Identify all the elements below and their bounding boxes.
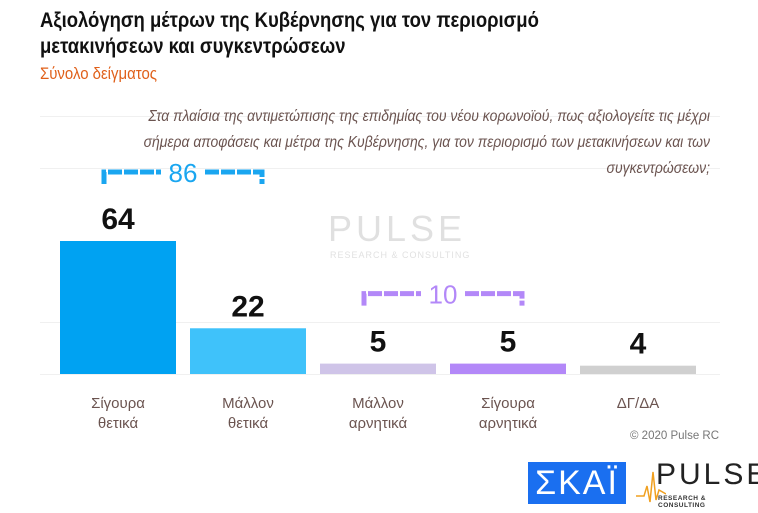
tick-label: Μάλλον (222, 395, 274, 412)
bar (190, 328, 306, 374)
bar (450, 363, 566, 374)
skai-logo: ΣΚΑΪ (528, 462, 626, 504)
data-label: 22 (231, 290, 264, 323)
tick-label: θετικά (228, 415, 269, 432)
group-bracket (361, 291, 421, 306)
gridline (40, 322, 720, 323)
gridline (40, 168, 720, 169)
data-label: 4 (630, 328, 647, 361)
group-bracket (101, 169, 161, 184)
tick-label: Σίγουρα (91, 395, 145, 412)
tick-label: Μάλλον (352, 395, 404, 412)
group-total-label: 10 (429, 280, 458, 310)
chart-title: Αξιολόγηση μέτρων της Κυβέρνησης για τον… (40, 9, 539, 58)
chart-subtitle: Σύνολο δείγματος (40, 64, 157, 83)
copyright: © 2020 Pulse RC (630, 430, 720, 442)
group-bracket (465, 291, 525, 306)
data-label: 64 (101, 203, 135, 236)
gridline (40, 374, 720, 375)
tick-label: αρνητικά (349, 415, 408, 432)
group-total-label: 86 (169, 158, 198, 188)
data-label: 5 (370, 326, 387, 359)
tick-label: αρνητικά (479, 415, 538, 432)
tick-label: ΔΓ/ΔΑ (617, 395, 659, 412)
group-bracket (205, 169, 265, 184)
data-label: 5 (500, 326, 517, 359)
bar (580, 365, 696, 374)
survey-question: Στα πλαίσια της αντιμετώπισης της επιδημ… (143, 108, 711, 177)
bar (60, 241, 176, 374)
tick-label: Σίγουρα (481, 395, 535, 412)
tick-label: θετικά (98, 415, 139, 432)
bar (320, 363, 436, 374)
gridline (40, 116, 720, 117)
watermark-logo: PULSE RESEARCH & CONSULTING (328, 208, 471, 260)
